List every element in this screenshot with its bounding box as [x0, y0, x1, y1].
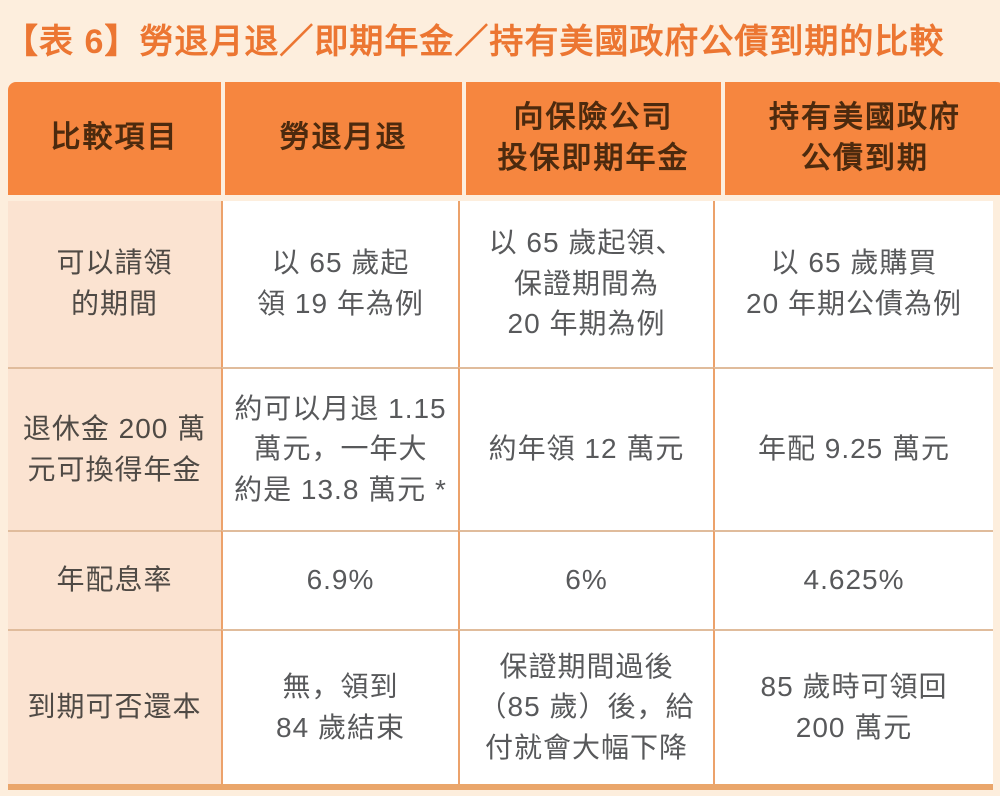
table-row-annuity-exchange: 退休金 200 萬 元可換得年金 約可以月退 1.15 萬元，一年大 約是 13…	[8, 367, 993, 530]
table-cell: 保證期間過後 （85 歲）後，給 付就會大幅下降	[458, 629, 713, 784]
table-row-claim-period: 可以請領 的期間 以 65 歲起 領 19 年為例 以 65 歲起領、 保證期間…	[8, 201, 993, 367]
header-cell-us-bonds: 持有美國政府 公債到期	[725, 82, 1000, 195]
table-cell: 約可以月退 1.15 萬元，一年大 約是 13.8 萬元 *	[221, 367, 458, 530]
row-label: 可以請領 的期間	[8, 201, 221, 367]
table-cell: 6%	[458, 530, 713, 629]
table-cell: 約年領 12 萬元	[458, 367, 713, 530]
table-row-annual-yield: 年配息率 6.9% 6% 4.625%	[8, 530, 993, 629]
row-label: 到期可否還本	[8, 629, 221, 784]
header-cell-comparison-item: 比較項目	[8, 82, 221, 195]
table-title: 【表 6】勞退月退／即期年金／持有美國政府公債到期的比較	[4, 22, 945, 61]
table-cell: 85 歲時可領回 200 萬元	[713, 629, 993, 784]
table-header-row: 比較項目 勞退月退 向保險公司 投保即期年金 持有美國政府 公債到期	[8, 82, 1000, 195]
header-cell-labor-pension: 勞退月退	[225, 82, 462, 195]
comparison-table: 比較項目 勞退月退 向保險公司 投保即期年金 持有美國政府 公債到期 可以請領 …	[8, 82, 1000, 790]
table-cell: 以 65 歲起 領 19 年為例	[221, 201, 458, 367]
table-cell: 年配 9.25 萬元	[713, 367, 993, 530]
table-row-principal-return: 到期可否還本 無，領到 84 歲結束 保證期間過後 （85 歲）後，給 付就會大…	[8, 629, 993, 784]
table-cell: 6.9%	[221, 530, 458, 629]
table-cell: 以 65 歲購買 20 年期公債為例	[713, 201, 993, 367]
row-label: 年配息率	[8, 530, 221, 629]
table-cell: 4.625%	[713, 530, 993, 629]
row-label: 退休金 200 萬 元可換得年金	[8, 367, 221, 530]
header-cell-immediate-annuity: 向保險公司 投保即期年金	[466, 82, 721, 195]
table-cell: 以 65 歲起領、 保證期間為 20 年期為例	[458, 201, 713, 367]
table-cell: 無，領到 84 歲結束	[221, 629, 458, 784]
